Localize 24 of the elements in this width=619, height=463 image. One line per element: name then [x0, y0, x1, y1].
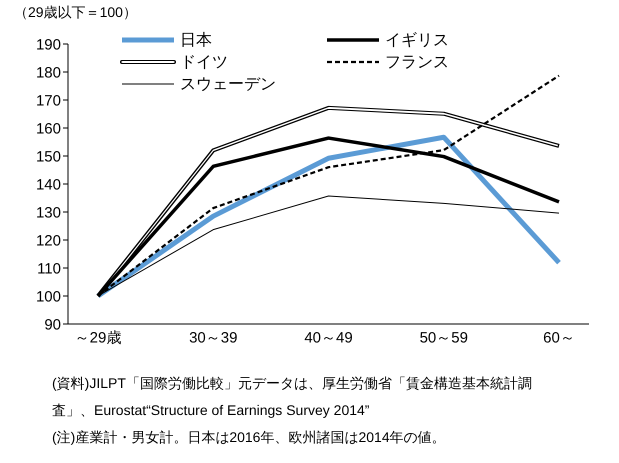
text: (資料)JILPT「国際労働比較」元データは、厚生労働省「賃金構造基本統計調査」、Eurostat“Structure of Earnings Survey 2014” [52, 374, 533, 420]
legend-label: ドイツ [180, 52, 228, 72]
y-axis-title: （29歳以下＝100） [14, 4, 137, 22]
x-tick-label: 60～ [543, 330, 575, 347]
y-tick-label: 140 [36, 176, 61, 194]
legend-label: フランス [385, 52, 449, 72]
x-tick-label: ～29歳 [74, 330, 122, 347]
y-tick-label: 190 [36, 36, 61, 54]
y-tick-label: 100 [36, 288, 61, 306]
y-tick-label: 180 [36, 64, 61, 82]
x-tick-label: 30～39 [189, 330, 238, 347]
y-tick-label: 170 [36, 92, 61, 110]
y-tick-label: 120 [36, 232, 61, 250]
y-tick-label: 150 [36, 148, 61, 166]
y-tick-label: 110 [37, 260, 61, 278]
y-tick-label: 90 [44, 316, 61, 334]
y-tick-label: 130 [36, 204, 61, 222]
x-tick-label: 40～49 [304, 330, 353, 347]
text: (注)産業計・男女計。日本は2016年、欧州諸国は2014年の値。 [52, 428, 447, 447]
legend-label: スウェーデン [180, 74, 276, 94]
legend-label: イギリス [385, 30, 449, 50]
x-tick-label: 50～59 [420, 330, 468, 347]
legend-label: 日本 [180, 30, 212, 50]
y-tick-label: 160 [36, 120, 61, 138]
